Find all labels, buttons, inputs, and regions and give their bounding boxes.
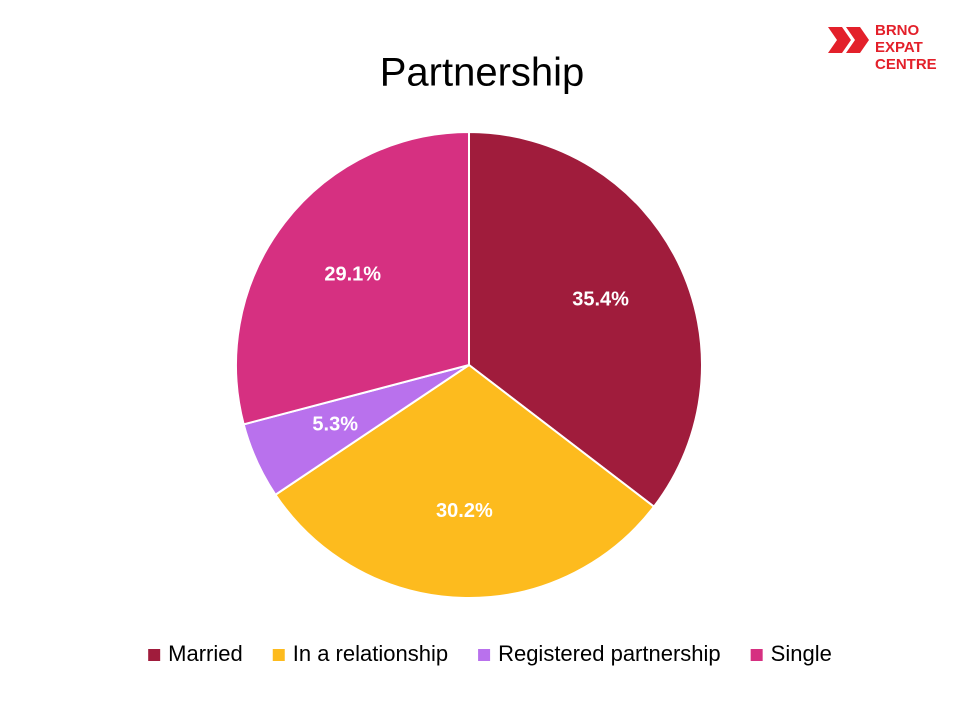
legend-swatch: [148, 649, 161, 661]
pie-slice: [235, 130, 470, 426]
data-label: 30.2%: [436, 500, 493, 522]
legend-swatch: [750, 649, 763, 661]
legend-swatch: [272, 649, 285, 661]
logo-text: EXPAT: [875, 39, 923, 56]
logo-text: BRNO: [875, 22, 919, 39]
legend-label: Married: [168, 641, 243, 666]
logo: BRNO EXPAT CENTRE: [828, 22, 937, 73]
pie-slice: [468, 130, 703, 509]
data-label: 35.4%: [572, 288, 629, 310]
legend-swatch: [478, 649, 491, 661]
logo-icon: [828, 27, 851, 53]
data-label: 29.1%: [324, 264, 381, 286]
pie-slice: [274, 363, 656, 599]
legend-label: In a relationship: [293, 641, 448, 666]
logo-icon: [846, 27, 869, 53]
logo-text: CENTRE: [875, 56, 937, 73]
chart-title: Partnership: [380, 51, 585, 95]
data-label: 5.3%: [312, 414, 358, 436]
legend-label: Registered partnership: [498, 641, 721, 666]
legend-label: Single: [771, 641, 832, 666]
